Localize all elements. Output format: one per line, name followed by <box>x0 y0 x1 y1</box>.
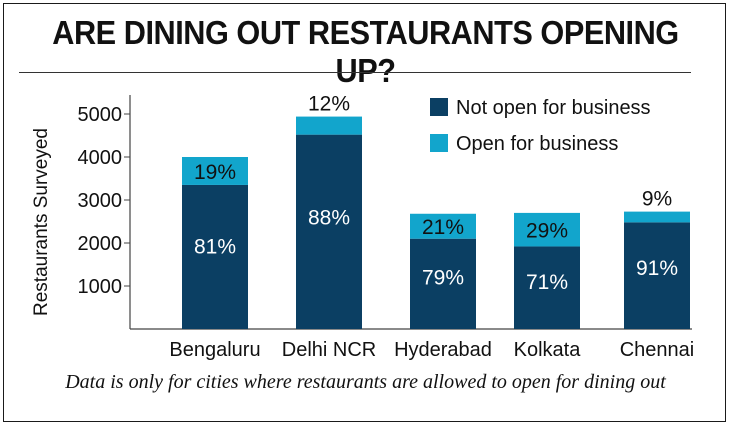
x-tick-label: Bengaluru <box>169 339 260 361</box>
axes: 1000 2000 3000 4000 5000 Restaurants Surveyed… <box>31 95 694 361</box>
data-label-not-open: 81% <box>194 235 236 258</box>
x-tick-label: Hyderabad <box>394 339 492 361</box>
bar-not-open <box>514 246 580 329</box>
bar-open <box>182 157 248 185</box>
y-tick-label: 4000 <box>78 147 123 169</box>
legend: Not open for business Open for business <box>430 97 651 155</box>
bar-not-open <box>624 222 690 329</box>
legend-label: Not open for business <box>456 97 651 119</box>
bar-open <box>296 116 362 135</box>
y-tick-label: 2000 <box>78 233 123 255</box>
x-tick-label: Kolkata <box>514 339 582 361</box>
legend-label: Open for business <box>456 133 618 155</box>
data-label-open: 21% <box>422 216 464 239</box>
bar-not-open <box>182 184 248 329</box>
bar-open <box>514 212 580 247</box>
bar-open <box>624 211 690 223</box>
data-label-not-open: 88% <box>308 206 350 229</box>
data-label-not-open: 79% <box>422 267 464 290</box>
y-tick-label: 5000 <box>78 104 123 126</box>
data-label-open: 12% <box>308 93 350 116</box>
data-label-open: 19% <box>194 161 236 184</box>
bar-not-open <box>410 238 476 329</box>
title-divider <box>19 72 691 73</box>
y-tick-label: 3000 <box>78 190 123 212</box>
data-label-not-open: 91% <box>636 257 678 280</box>
y-tick-label: 1000 <box>78 276 123 298</box>
legend-swatch <box>430 134 448 152</box>
bar-not-open <box>296 134 362 329</box>
bar-open <box>410 213 476 239</box>
data-label-open: 9% <box>642 188 672 211</box>
x-tick-label: Chennai <box>620 339 695 361</box>
x-tick-label: Delhi NCR <box>282 339 376 361</box>
data-label-not-open: 71% <box>526 271 568 294</box>
footnote: Data is only for cities where restaurant… <box>65 371 666 393</box>
y-axis-label: Restaurants Surveyed <box>31 128 52 316</box>
chart-title: ARE DINING OUT RESTAURANTS OPENING UP? <box>52 14 679 89</box>
data-label-open: 29% <box>526 220 568 243</box>
legend-swatch <box>430 98 448 116</box>
bars: 81% 19% 88% 12% 79% 21% 71% 29% 91% 9% <box>182 93 690 329</box>
